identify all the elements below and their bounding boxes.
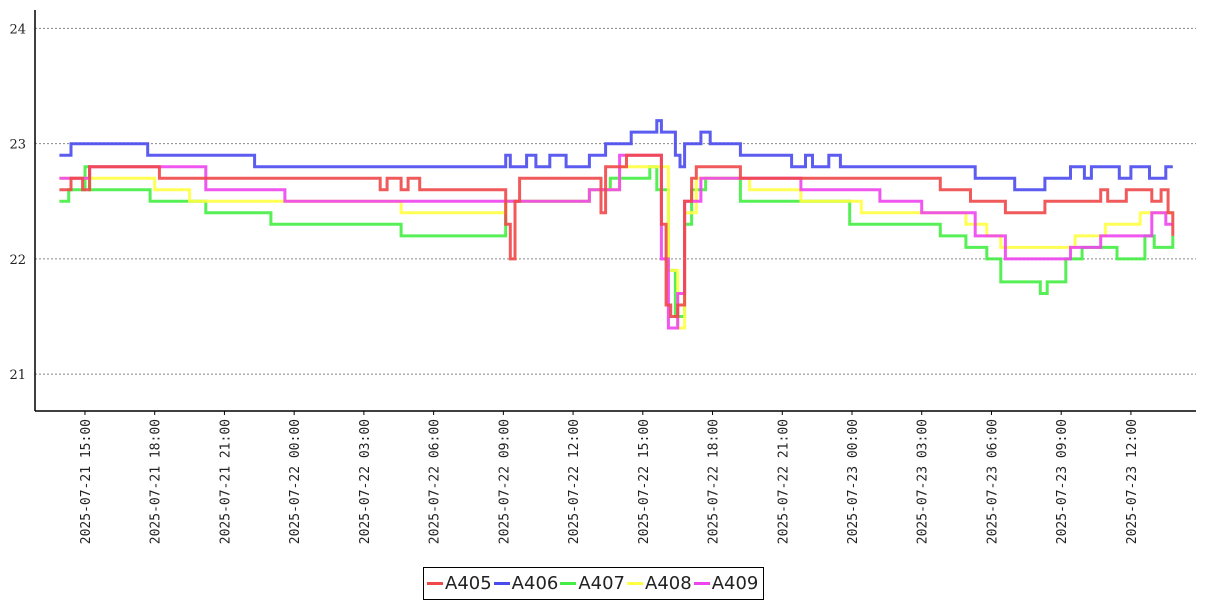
x-tick-label: 2025-07-22 15:00 bbox=[637, 419, 652, 544]
x-tick-label: 2025-07-21 15:00 bbox=[79, 419, 94, 544]
legend-label: A407 bbox=[578, 573, 626, 594]
legend-swatch bbox=[560, 582, 577, 585]
legend-item-a406: A406 bbox=[493, 573, 559, 594]
legend-swatch bbox=[693, 582, 710, 585]
legend-label: A408 bbox=[645, 573, 692, 594]
x-tick-label: 2025-07-21 18:00 bbox=[149, 419, 164, 544]
x-tick-label: 2025-07-23 03:00 bbox=[916, 419, 931, 544]
y-tick-label: 23 bbox=[9, 138, 26, 153]
x-tick-label: 2025-07-22 18:00 bbox=[707, 419, 722, 544]
x-tick-label: 2025-07-21 21:00 bbox=[218, 419, 233, 544]
legend-swatch bbox=[627, 582, 644, 585]
y-tick-label: 21 bbox=[9, 368, 26, 383]
y-tick-label: 24 bbox=[9, 22, 26, 37]
x-tick-label: 2025-07-22 12:00 bbox=[567, 419, 582, 544]
x-tick-label: 2025-07-23 06:00 bbox=[985, 419, 1000, 544]
legend-item-a409: A409 bbox=[693, 573, 759, 594]
y-axis-ticks: 21 22 23 24 bbox=[9, 22, 26, 383]
series-line-a409 bbox=[59, 153, 1173, 330]
x-axis-ticks: 2025-07-21 15:00 2025-07-21 18:00 2025-07-… bbox=[79, 411, 1140, 544]
x-tick-label: 2025-07-22 00:00 bbox=[288, 419, 303, 544]
legend: A405 A406 A407 A408 A409 bbox=[423, 567, 765, 600]
legend-swatch bbox=[427, 582, 443, 585]
x-tick-label: 2025-07-23 09:00 bbox=[1055, 419, 1070, 544]
x-tick-label: 2025-07-22 21:00 bbox=[776, 419, 791, 544]
series-line-a405 bbox=[59, 153, 1175, 318]
x-tick-label: 2025-07-23 12:00 bbox=[1125, 419, 1140, 544]
series-line-a406 bbox=[59, 119, 1173, 192]
x-tick-label: 2025-07-22 09:00 bbox=[497, 419, 512, 544]
legend-item-a405: A405 bbox=[427, 573, 492, 594]
series-line-a408 bbox=[59, 165, 1173, 330]
legend-label: A409 bbox=[711, 573, 759, 594]
x-tick-label: 2025-07-22 03:00 bbox=[358, 419, 373, 544]
legend-label: A405 bbox=[445, 573, 492, 594]
legend-swatch bbox=[493, 582, 510, 585]
series-lines bbox=[59, 119, 1175, 330]
legend-label: A406 bbox=[511, 573, 559, 594]
x-tick-label: 2025-07-23 00:00 bbox=[846, 419, 861, 544]
legend-item-a408: A408 bbox=[627, 573, 692, 594]
legend-item-a407: A407 bbox=[560, 573, 625, 594]
y-tick-label: 22 bbox=[9, 253, 26, 268]
x-tick-label: 2025-07-22 06:00 bbox=[428, 419, 443, 544]
